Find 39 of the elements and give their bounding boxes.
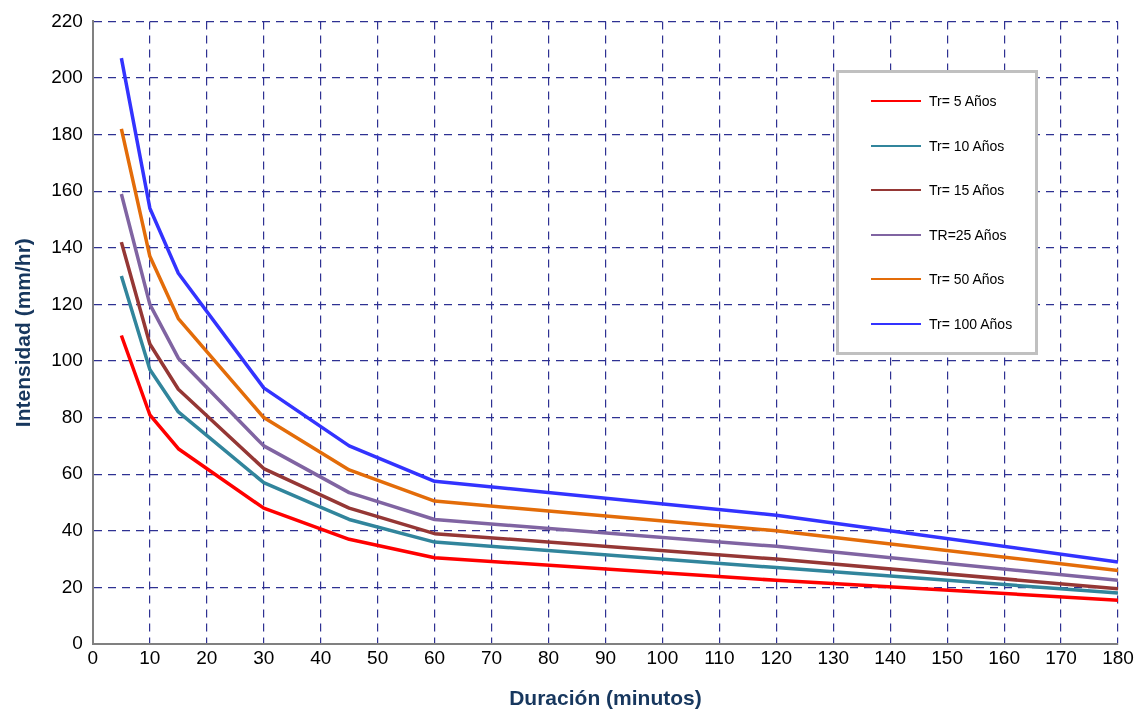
x-tick-label: 40: [310, 646, 332, 668]
x-tick-label: 60: [424, 646, 446, 668]
legend-label: TR=25 Años: [929, 226, 1007, 243]
y-tick-label: 80: [61, 405, 83, 427]
y-tick-label: 100: [51, 349, 83, 371]
legend-label: Tr= 5 Años: [929, 93, 997, 110]
y-tick-label: 220: [51, 9, 83, 31]
legend-label: Tr= 15 Años: [929, 182, 1005, 199]
y-tick-label: 0: [72, 632, 83, 654]
x-tick-label: 90: [594, 646, 617, 668]
legend-label: Tr= 50 Años: [929, 271, 1005, 288]
y-tick-label: 120: [51, 292, 83, 314]
y-tick-label: 40: [61, 519, 83, 541]
y-tick-label: 200: [51, 66, 83, 88]
y-tick-label: 160: [51, 179, 83, 201]
x-tick-label: 70: [480, 646, 503, 668]
y-tick-label: 20: [61, 575, 83, 597]
x-tick-label: 160: [988, 646, 1020, 668]
x-tick-label: 110: [704, 646, 735, 668]
x-tick-label: 100: [646, 646, 679, 668]
y-tick-label: 180: [51, 122, 83, 144]
x-tick-label: 180: [1102, 646, 1134, 668]
x-tick-label: 150: [931, 646, 963, 668]
legend-label: Tr= 100 Años: [929, 315, 1013, 332]
x-tick-label: 140: [874, 646, 907, 668]
y-axis-title: Intensidad (mm/hr): [11, 238, 35, 428]
x-tick-label: 50: [367, 646, 389, 668]
x-tick-label: 30: [253, 646, 275, 668]
x-tick-label: 0: [87, 646, 99, 668]
legend-label: Tr= 10 Años: [929, 137, 1005, 154]
y-tick-label: 140: [51, 236, 83, 258]
x-axis-title: Duración (minutos): [509, 686, 702, 710]
y-tick-label: 60: [61, 462, 83, 484]
x-tick-label: 170: [1045, 646, 1077, 668]
x-tick-label: 80: [537, 646, 560, 668]
x-tick-label: 20: [196, 646, 218, 668]
x-tick-label: 130: [817, 646, 850, 668]
x-tick-label: 10: [139, 646, 161, 668]
x-tick-label: 120: [760, 646, 793, 668]
